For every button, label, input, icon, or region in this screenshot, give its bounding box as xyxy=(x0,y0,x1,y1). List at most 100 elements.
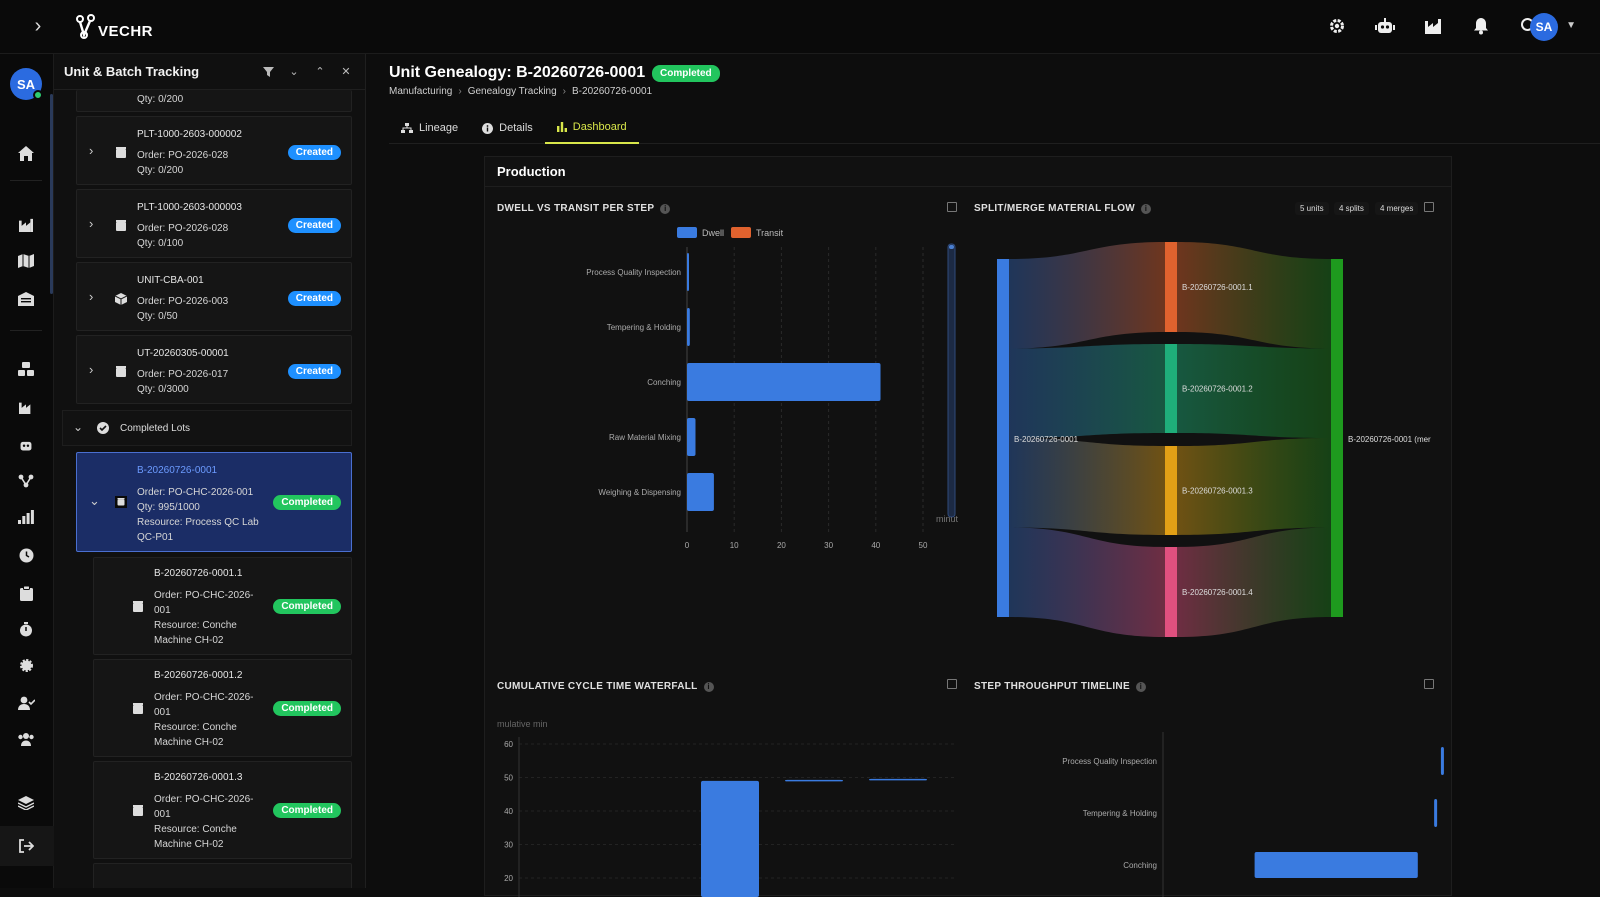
main-content: Unit Genealogy: B-20260726-0001 Complete… xyxy=(366,54,1600,897)
throughput-bar xyxy=(1254,852,1418,878)
factory-nav-icon[interactable] xyxy=(15,214,37,236)
y-tick-label: 60 xyxy=(504,740,513,749)
breadcrumb-item: B-20260726-0001 xyxy=(572,86,653,97)
expand-chart-icon[interactable] xyxy=(947,679,957,689)
collapse-chevron-down-icon[interactable]: ⌄ xyxy=(89,493,100,508)
user-avatar[interactable]: SA xyxy=(1530,13,1558,41)
expand-chevron-icon[interactable]: › xyxy=(89,362,94,377)
robot-assistant-icon[interactable] xyxy=(1374,14,1396,38)
layers-icon[interactable] xyxy=(15,792,37,814)
automation-robot-icon[interactable] xyxy=(15,434,37,456)
info-icon[interactable]: i xyxy=(703,681,714,692)
breadcrumb-item[interactable]: Manufacturing xyxy=(389,86,453,97)
pallet-box-icon xyxy=(116,366,126,377)
expand-chart-icon[interactable] xyxy=(947,202,957,212)
collapse-chevron-down-icon[interactable]: ⌄ xyxy=(73,420,84,434)
throughput-bar xyxy=(1440,747,1444,775)
expand-chart-icon[interactable] xyxy=(1424,202,1434,212)
lot-name: UNIT-CBA-001 xyxy=(137,275,204,286)
pallet-box-icon xyxy=(115,496,127,508)
breadcrumb-item[interactable]: Genealogy Tracking xyxy=(467,86,557,97)
expand-chevron-icon[interactable]: › xyxy=(89,289,94,304)
app-logo[interactable]: VECHR xyxy=(74,12,153,42)
lot-order: Order: PO-CHC-2026-001 xyxy=(137,487,254,498)
clipboard-icon[interactable] xyxy=(15,582,37,604)
range-slider-handle xyxy=(949,245,954,249)
child-list-item[interactable] xyxy=(93,863,352,888)
close-panel-icon[interactable]: ✕ xyxy=(341,66,351,78)
analytics-bar-icon[interactable] xyxy=(15,506,37,528)
list-item[interactable]: › UNIT-CBA-001 Order: PO-2026-003 Qty: 0… xyxy=(76,262,352,331)
selected-list-item[interactable]: ⌄ B-20260726-0001 Order: PO-CHC-2026-001… xyxy=(76,452,352,552)
list-item[interactable]: Qty: 0/200 xyxy=(76,90,352,112)
y-axis-label-fragment: mulative min xyxy=(497,719,548,729)
expand-all-chevrons-icon[interactable]: ⌄ xyxy=(289,66,299,78)
cubes-icon[interactable] xyxy=(15,358,37,380)
expand-chevron-icon[interactable]: › xyxy=(89,143,94,158)
lot-qty: Qty: 995/1000 xyxy=(137,502,200,513)
stopwatch-icon[interactable] xyxy=(15,618,37,640)
info-icon[interactable]: i xyxy=(1135,681,1146,692)
tracking-panel: Unit & Batch Tracking ⌄ ⌃ ✕ Qty: 0/200 ›… xyxy=(54,54,366,888)
child-list-item[interactable]: B-20260726-0001.1 Order: PO-CHC-2026- 00… xyxy=(93,557,352,655)
map-icon[interactable] xyxy=(15,250,37,272)
settings-gear-icon[interactable] xyxy=(1326,14,1348,38)
lot-resource: Resource: Conche xyxy=(154,620,237,631)
split-node-label: B-20260726-0001.2 xyxy=(1182,385,1253,394)
lot-name: B-20260726-0001.3 xyxy=(154,772,243,783)
breadcrumb-separator-icon: › xyxy=(458,86,462,97)
user-menu-chevron-down-icon[interactable]: ▼ xyxy=(1566,20,1576,31)
expand-chevron-icon[interactable]: › xyxy=(89,216,94,231)
team-users-icon[interactable] xyxy=(15,728,37,750)
child-list-item[interactable]: B-20260726-0001.2 Order: PO-CHC-2026- 00… xyxy=(93,659,352,757)
completed-lots-group[interactable]: ⌄ Completed Lots xyxy=(62,410,352,446)
tab-lineage[interactable]: Lineage xyxy=(389,112,470,144)
source-node-label: B-20260726-0001 xyxy=(1014,435,1079,444)
production-icon[interactable] xyxy=(15,396,37,418)
notifications-bell-icon[interactable] xyxy=(1470,14,1492,38)
throughput-timeline-chart: Process Quality Inspection Tempering & Ho… xyxy=(1062,732,1444,897)
lot-resource: Resource: Conche xyxy=(154,722,237,733)
badge-certificate-icon[interactable] xyxy=(15,654,37,676)
warehouse-icon[interactable] xyxy=(15,288,37,310)
lot-name: PLT-1000-2603-000003 xyxy=(137,202,242,213)
tab-details[interactable]: Details xyxy=(470,112,545,144)
lot-order: Order: PO-CHC-2026- xyxy=(154,590,254,601)
genealogy-tree-icon[interactable] xyxy=(15,470,37,492)
rail-scrollbar[interactable] xyxy=(50,94,53,294)
collapse-all-chevrons-icon[interactable]: ⌃ xyxy=(315,66,325,78)
x-tick-label: 50 xyxy=(919,541,928,550)
child-list-item[interactable]: B-20260726-0001.3 Order: PO-CHC-2026- 00… xyxy=(93,761,352,859)
user-check-icon[interactable] xyxy=(15,692,37,714)
home-icon[interactable] xyxy=(15,142,37,164)
split-node xyxy=(1165,344,1177,433)
filter-icon[interactable] xyxy=(259,63,277,81)
clock-icon[interactable] xyxy=(15,544,37,566)
split-node-label: B-20260726-0001.3 xyxy=(1182,487,1253,496)
lot-qty: Qty: 0/100 xyxy=(137,238,184,249)
throughput-bar xyxy=(1434,799,1438,827)
info-icon[interactable]: i xyxy=(1141,203,1152,214)
lot-qty: Qty: 0/3000 xyxy=(137,384,189,395)
list-item[interactable]: › UT-20260305-00001 Order: PO-2026-017 Q… xyxy=(76,335,352,404)
expand-sidebar-chevron-icon[interactable]: › xyxy=(34,15,42,37)
bar-chart-icon xyxy=(556,122,567,132)
lot-order: Order: PO-2026-028 xyxy=(137,150,229,161)
lot-resource-line2: Machine CH-02 xyxy=(154,635,224,646)
factory-icon[interactable] xyxy=(1422,14,1444,38)
tab-dashboard[interactable]: Dashboard xyxy=(544,112,639,144)
expand-chart-icon[interactable] xyxy=(1424,679,1434,689)
production-card: Production DWELL VS TRANSIT PER STEP i SP… xyxy=(484,156,1452,897)
info-icon[interactable]: i xyxy=(660,203,671,214)
online-status-dot xyxy=(33,90,43,100)
logout-button[interactable] xyxy=(0,826,54,866)
merge-flow-band xyxy=(1177,242,1331,349)
status-badge: Completed xyxy=(273,495,341,510)
status-badge: Created xyxy=(287,364,341,379)
list-item[interactable]: › PLT-1000-2603-000003 Order: PO-2026-02… xyxy=(76,189,352,258)
rail-user-avatar[interactable]: SA xyxy=(10,68,42,100)
pallet-box-icon xyxy=(133,703,143,714)
y-tick-label: Conching xyxy=(1123,861,1157,870)
panel-title: Unit & Batch Tracking xyxy=(64,64,200,79)
list-item[interactable]: › PLT-1000-2603-000002 Order: PO-2026-02… xyxy=(76,116,352,185)
